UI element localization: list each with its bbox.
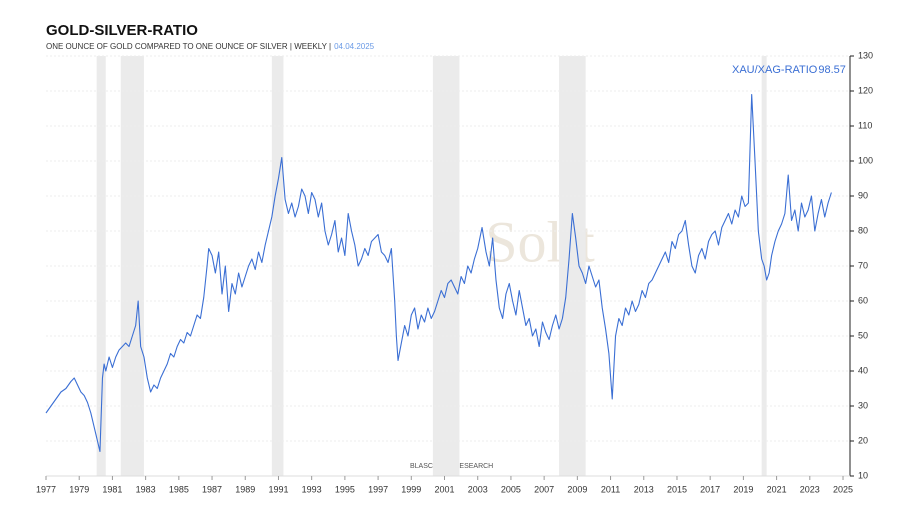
x-tick-label: 1989: [235, 484, 255, 494]
x-tick-label: 1985: [169, 484, 189, 494]
x-tick-label: 1983: [136, 484, 156, 494]
x-tick-label: 2017: [700, 484, 720, 494]
x-tick-label: 2021: [767, 484, 787, 494]
chart-subtitle: ONE OUNCE OF GOLD COMPARED TO ONE OUNCE …: [46, 42, 331, 51]
chart-title: GOLD-SILVER-RATIO: [46, 22, 198, 39]
x-tick-label: 2005: [501, 484, 521, 494]
y-tick-label: 50: [858, 330, 868, 340]
x-tick-label: 2007: [534, 484, 554, 494]
x-tick-label: 1987: [202, 484, 222, 494]
y-tick-label: 130: [858, 50, 873, 60]
x-tick-label: 1981: [102, 484, 122, 494]
x-tick-label: 2025: [833, 484, 853, 494]
recession-band: [271, 56, 284, 476]
x-tick-label: 1997: [368, 484, 388, 494]
y-tick-label: 20: [858, 435, 868, 445]
recession-band: [96, 56, 106, 476]
last-value: 98.57: [818, 64, 846, 76]
x-tick-label: 1979: [69, 484, 89, 494]
legend-label: XAU/XAG-RATIO: [732, 64, 818, 76]
x-tick-label: 1993: [302, 484, 322, 494]
x-tick-label: 2023: [800, 484, 820, 494]
y-tick-label: 30: [858, 400, 868, 410]
y-tick-label: 80: [858, 225, 868, 235]
x-tick-label: 2001: [434, 484, 454, 494]
recession-band: [120, 56, 144, 476]
x-tick-label: 2013: [634, 484, 654, 494]
x-tick-label: 2003: [468, 484, 488, 494]
data-line: [45, 93, 832, 453]
y-tick-label: 100: [858, 155, 873, 165]
chart-date: 04.04.2025: [334, 42, 375, 51]
x-tick-label: 1995: [335, 484, 355, 494]
y-tick-label: 10: [858, 470, 868, 480]
x-tick-label: 2011: [601, 484, 620, 494]
y-tick-label: 110: [858, 120, 872, 130]
y-tick-label: 40: [858, 365, 868, 375]
x-tick-label: 2019: [733, 484, 753, 494]
y-tick-label: 120: [858, 85, 873, 95]
y-tick-label: 70: [858, 260, 868, 270]
x-tick-label: 1991: [268, 484, 288, 494]
y-tick-label: 90: [858, 190, 868, 200]
x-tick-label: 1977: [36, 484, 56, 494]
x-tick-label: 2015: [667, 484, 687, 494]
x-tick-label: 1999: [401, 484, 421, 494]
x-tick-label: 2009: [567, 484, 587, 494]
y-tick-label: 60: [858, 295, 868, 305]
